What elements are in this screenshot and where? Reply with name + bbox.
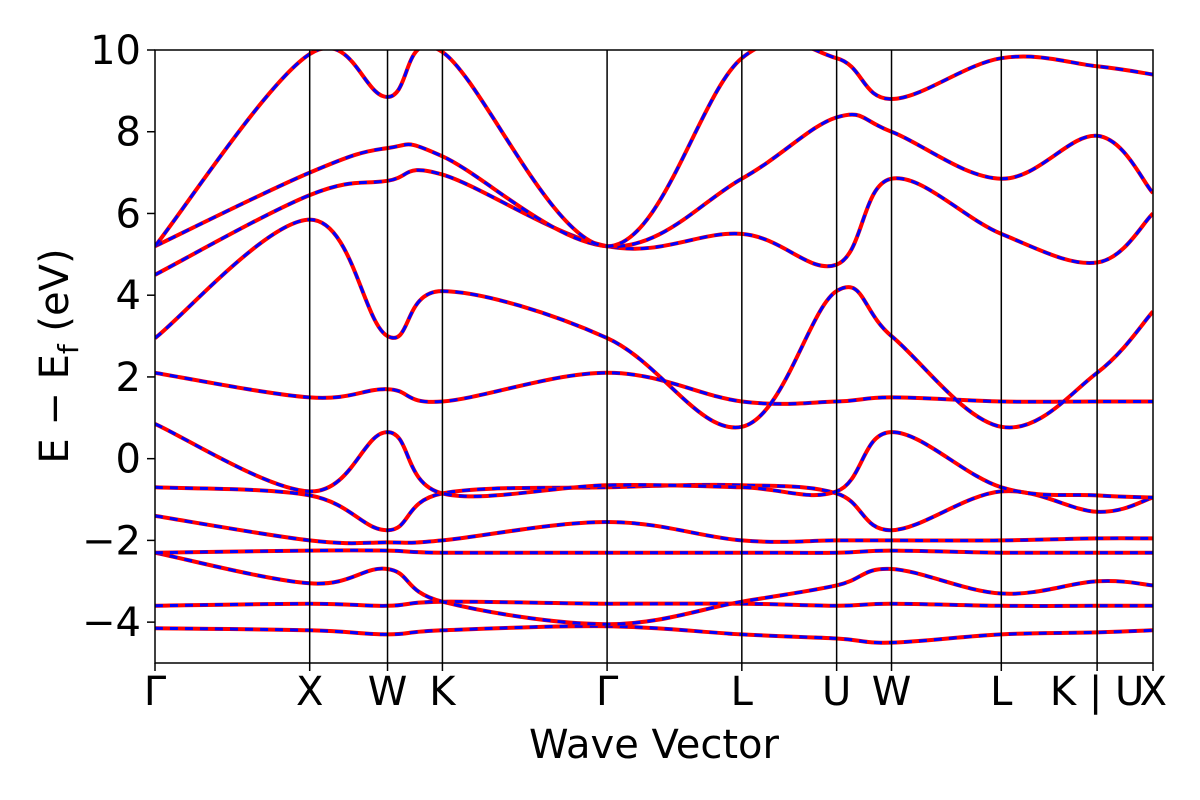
kpoint-divider-lines (308, 50, 1098, 663)
band-line-red (155, 50, 1153, 249)
y-tick-label: 0 (116, 437, 141, 483)
x-tick-label: L (990, 669, 1013, 715)
band-line-red (155, 112, 1153, 249)
x-tick-label: W (872, 669, 912, 715)
y-axis-ticks: 10 8 6 4 2 0 −2 −4 (82, 28, 155, 646)
band-line-blue (155, 600, 1153, 608)
x-tick-label: K | U (1050, 669, 1144, 715)
y-axis-label-main: E − E (32, 354, 78, 464)
x-tick-label: W (368, 669, 408, 715)
band-line-blue (155, 50, 1153, 248)
band-line-blue (155, 624, 1153, 645)
band-line-blue (155, 514, 1153, 545)
x-tick-label: Γ (144, 669, 167, 715)
band-line-red (155, 370, 1153, 406)
band-line-red (155, 168, 1153, 277)
y-tick-label: 4 (116, 273, 141, 319)
x-tick-label: Γ (596, 669, 619, 715)
y-tick-label: 2 (116, 355, 141, 401)
y-tick-label: 10 (90, 28, 141, 74)
y-tick-label: 8 (116, 110, 141, 156)
y-tick-label: −2 (82, 518, 141, 564)
y-tick-label: 6 (116, 191, 141, 237)
band-line-blue (155, 168, 1153, 277)
plot-frame (154, 49, 1154, 664)
band-line-blue (155, 113, 1153, 248)
band-line-blue (155, 551, 1153, 626)
x-tick-label: X (296, 669, 323, 715)
band-line-blue (155, 548, 1153, 555)
x-tick-label: L (731, 669, 754, 715)
x-axis-label: Wave Vector (529, 722, 780, 768)
bands-layer (155, 50, 1153, 645)
y-axis-label-unit: (eV) (32, 248, 78, 344)
x-tick-label: U (822, 669, 851, 715)
band-line-blue (155, 218, 1153, 430)
y-axis-label-subscript: f (52, 343, 85, 354)
band-line-blue (155, 422, 1153, 499)
band-line-red (155, 550, 1153, 627)
y-axis-label: E − Ef (eV) (32, 248, 85, 463)
band-line-blue (155, 371, 1153, 406)
y-tick-label: −4 (82, 600, 141, 646)
x-tick-label: X (1140, 669, 1167, 715)
x-tick-label: K (429, 669, 457, 715)
